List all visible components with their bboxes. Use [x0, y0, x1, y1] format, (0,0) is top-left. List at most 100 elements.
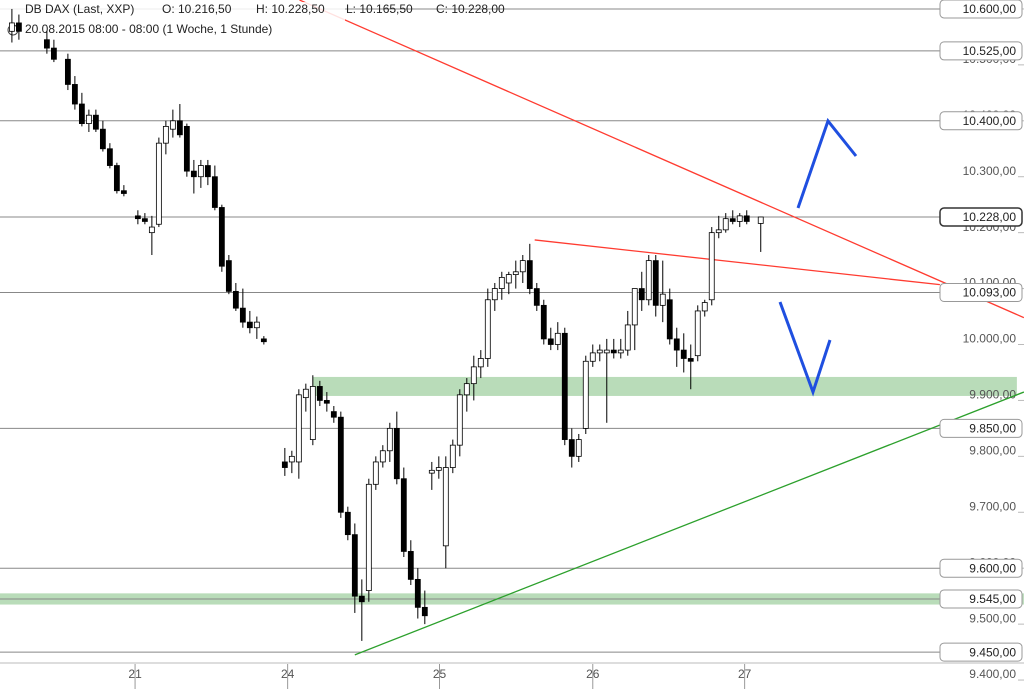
- candle-body: [393, 427, 400, 480]
- candle-body: [183, 125, 190, 172]
- candle-body: [330, 411, 337, 418]
- candle-body: [617, 349, 624, 354]
- low-value: L: 10.165,50: [346, 2, 413, 16]
- candle-body: [225, 260, 232, 292]
- candle-body: [365, 483, 372, 591]
- up-arrow: [796, 117, 858, 209]
- candle-body: [708, 232, 715, 301]
- candle-body: [232, 290, 239, 309]
- level-label-box: [939, 642, 1023, 662]
- candle-body: [540, 304, 547, 340]
- candle-body: [484, 299, 491, 359]
- x-tick-label: 24: [281, 667, 295, 681]
- candle-body: [372, 461, 379, 485]
- candle-body: [519, 260, 526, 273]
- candle-body: [120, 190, 127, 194]
- candle-body: [456, 394, 463, 446]
- candle-body: [596, 349, 603, 354]
- x-tick-label: 27: [738, 667, 752, 681]
- level-label-box: [939, 282, 1023, 302]
- level-label-box: [939, 207, 1023, 227]
- candle-body: [624, 324, 631, 351]
- candle-body: [526, 260, 533, 289]
- candle-body: [99, 128, 106, 150]
- candle-body: [673, 338, 680, 351]
- candle-body: [190, 170, 197, 178]
- candle-body: [582, 360, 589, 429]
- x-tick-label: 25: [433, 667, 447, 681]
- level-label-box: [939, 418, 1023, 438]
- candle-body: [113, 165, 120, 192]
- candle-body: [491, 288, 498, 301]
- candle-body: [106, 148, 113, 166]
- down-arrow: [778, 301, 832, 397]
- x-tick-label: 26: [586, 667, 600, 681]
- candle-body: [547, 338, 554, 345]
- candle-body: [743, 215, 750, 222]
- candle-body: [141, 218, 148, 222]
- candle-body: [736, 215, 743, 222]
- candle-body: [155, 142, 162, 225]
- candle-body: [449, 444, 456, 468]
- level-label-box: [939, 111, 1023, 131]
- candle-body: [610, 349, 617, 354]
- candle-body: [386, 427, 393, 452]
- candle-body: [197, 165, 204, 178]
- y-tick-label: 9.500,00: [969, 611, 1016, 625]
- candle-body: [701, 302, 708, 312]
- y-tick-label: 9.800,00: [969, 444, 1016, 458]
- candle-body: [260, 338, 267, 343]
- candle-body: [64, 58, 71, 85]
- candle-body: [400, 478, 407, 552]
- candle-body: [85, 114, 92, 124]
- candle-body: [498, 276, 505, 289]
- candle-body: [239, 307, 246, 323]
- candle-body: [8, 22, 15, 32]
- support-zone: [312, 376, 1017, 396]
- y-tick-label: 10.300,00: [963, 164, 1017, 178]
- level-label: 9.850,00: [969, 422, 1016, 436]
- candle-body: [302, 388, 309, 399]
- candle-body: [421, 606, 428, 617]
- open-value: O: 10.216,50: [162, 2, 232, 16]
- candle-body: [687, 358, 694, 362]
- y-tick-label: 9.900,00: [969, 388, 1016, 402]
- level-label: 10.600,00: [963, 2, 1017, 16]
- candle-body: [15, 22, 22, 32]
- candle-body: [729, 218, 736, 222]
- candle-body: [358, 595, 365, 603]
- candle-body: [253, 321, 260, 329]
- candle-body: [680, 349, 687, 359]
- candle-body: [92, 114, 99, 130]
- level-label: 10.400,00: [963, 114, 1017, 128]
- candle-body: [533, 288, 540, 306]
- candle-body: [463, 383, 470, 396]
- close-value: C: 10.228,00: [436, 2, 505, 16]
- candle-body: [694, 310, 701, 357]
- candle-body: [603, 349, 610, 354]
- candle-body: [666, 299, 673, 340]
- candle-body: [50, 47, 57, 60]
- candle-body: [316, 386, 323, 401]
- candle-body: [169, 120, 176, 130]
- candle-body: [351, 534, 358, 597]
- candle-body: [575, 439, 582, 457]
- level-label: 9.450,00: [969, 645, 1016, 659]
- level-label: 9.545,00: [969, 592, 1016, 606]
- trend-line: [299, 0, 1024, 319]
- chart-title: DB DAX (Last, XXP): [25, 2, 134, 16]
- candle-body: [211, 176, 218, 208]
- candle-body: [435, 467, 442, 471]
- candle-body: [288, 455, 295, 463]
- candle-body: [218, 207, 225, 267]
- candle-body: [652, 260, 659, 306]
- candle-body: [757, 216, 764, 224]
- candle-body: [638, 288, 645, 301]
- candle-body: [589, 352, 596, 362]
- candle-body: [71, 84, 78, 105]
- candle-body: [645, 260, 652, 301]
- candle-body: [295, 394, 302, 463]
- candle-body: [715, 229, 722, 234]
- high-value: H: 10.228,50: [256, 2, 325, 16]
